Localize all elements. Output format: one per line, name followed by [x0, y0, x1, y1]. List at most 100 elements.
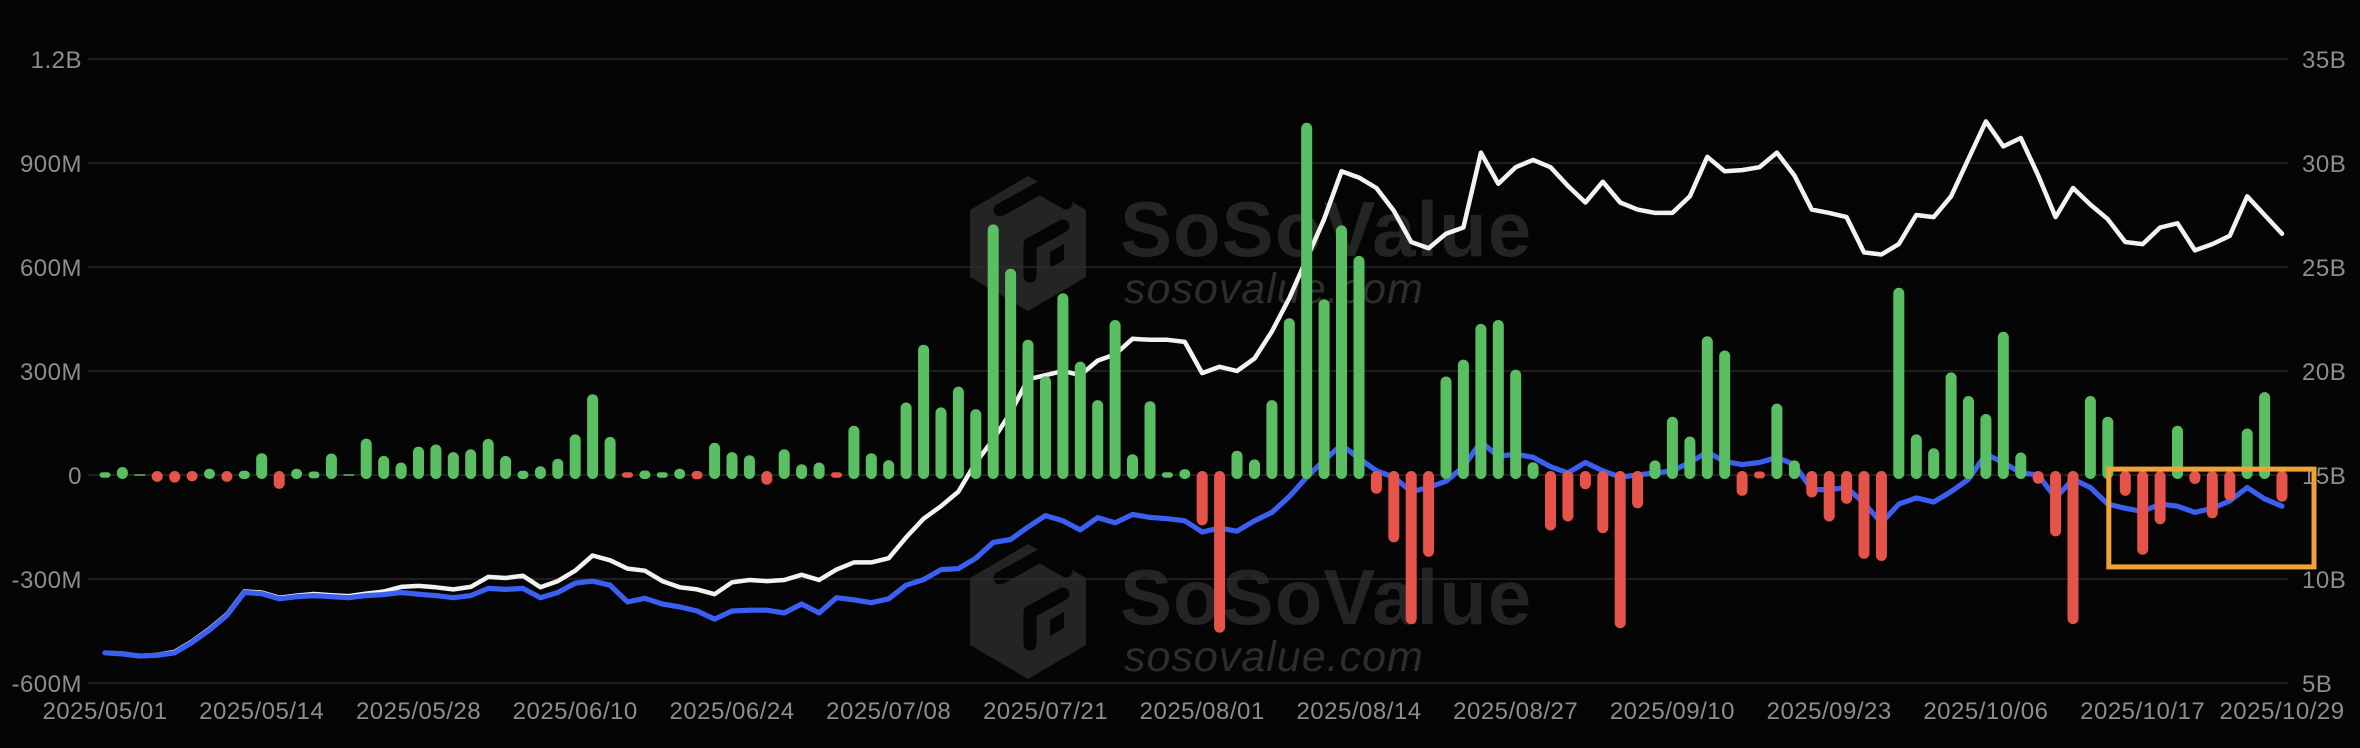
flow-bar[interactable]: [918, 344, 930, 479]
flow-bar[interactable]: [900, 402, 912, 480]
flow-bar[interactable]: [865, 453, 877, 479]
flow-bar[interactable]: [726, 452, 738, 479]
flow-bar[interactable]: [2050, 471, 2062, 537]
flow-bar[interactable]: [482, 438, 494, 479]
flow-bar[interactable]: [796, 464, 808, 479]
flow-bar[interactable]: [2276, 471, 2288, 502]
flow-bar[interactable]: [447, 452, 459, 479]
flow-bar[interactable]: [1092, 400, 1104, 479]
flow-bar[interactable]: [256, 453, 268, 479]
flow-bar[interactable]: [883, 460, 895, 479]
flow-bar[interactable]: [1893, 287, 1905, 479]
flow-bar[interactable]: [134, 474, 146, 476]
flow-bar[interactable]: [1806, 471, 1818, 498]
flow-bar[interactable]: [413, 446, 424, 479]
flow-bar[interactable]: [99, 472, 111, 478]
flow-bar[interactable]: [2206, 471, 2218, 519]
flow-bar[interactable]: [500, 455, 512, 479]
flow-bar[interactable]: [1301, 122, 1313, 480]
flow-bar[interactable]: [552, 458, 564, 479]
flow-bar[interactable]: [465, 449, 477, 479]
flow-bar[interactable]: [813, 462, 825, 480]
flow-bar[interactable]: [1161, 472, 1173, 478]
flow-bar[interactable]: [587, 394, 599, 479]
highlight-box[interactable]: [2106, 466, 2317, 570]
flow-bar[interactable]: [1109, 320, 1121, 479]
flow-bar[interactable]: [1440, 376, 1452, 480]
flow-bar[interactable]: [291, 468, 303, 479]
flow-bar[interactable]: [1144, 401, 1156, 479]
flow-bar[interactable]: [1231, 450, 1243, 479]
flow-bar[interactable]: [1980, 414, 1992, 479]
flow-bar[interactable]: [1405, 471, 1417, 625]
flow-bar[interactable]: [831, 472, 842, 478]
flow-bar[interactable]: [308, 471, 320, 479]
flow-bar[interactable]: [1928, 448, 1940, 479]
flow-bar[interactable]: [221, 471, 233, 482]
flow-bar[interactable]: [1597, 471, 1609, 534]
flow-bar[interactable]: [116, 467, 128, 479]
flow-bar[interactable]: [1736, 471, 1748, 496]
flow-bar[interactable]: [656, 472, 668, 478]
flow-bar[interactable]: [273, 471, 285, 489]
flow-bar[interactable]: [1336, 225, 1347, 479]
flow-bar[interactable]: [1318, 299, 1330, 479]
flow-bar[interactable]: [1527, 462, 1539, 479]
flow-bar[interactable]: [169, 471, 181, 483]
flow-bar[interactable]: [1649, 460, 1661, 479]
flow-bar[interactable]: [709, 442, 721, 479]
flow-bar[interactable]: [2189, 471, 2201, 484]
flow-bar[interactable]: [2224, 471, 2236, 501]
flow-bar[interactable]: [1562, 471, 1574, 522]
flow-bar[interactable]: [1945, 372, 1957, 479]
flow-bar[interactable]: [1858, 471, 1870, 559]
flow-bar[interactable]: [935, 407, 947, 479]
flow-bar[interactable]: [325, 453, 337, 480]
flow-bar[interactable]: [622, 472, 633, 478]
flow-bar[interactable]: [2119, 471, 2131, 496]
flow-bar[interactable]: [1370, 471, 1382, 494]
flow-bar[interactable]: [1127, 454, 1138, 479]
flow-bar[interactable]: [1666, 416, 1678, 479]
flow-bar[interactable]: [1841, 471, 1853, 504]
flow-bar[interactable]: [1875, 471, 1887, 561]
flow-bar[interactable]: [430, 444, 442, 480]
flow-bar[interactable]: [2084, 396, 2096, 479]
flow-bar[interactable]: [674, 468, 686, 479]
flow-bar[interactable]: [1266, 400, 1278, 479]
flow-bar[interactable]: [1214, 471, 1226, 633]
flow-bar[interactable]: [1022, 339, 1034, 479]
flow-bar[interactable]: [1788, 460, 1800, 479]
flow-bar[interactable]: [395, 462, 407, 480]
flow-bar[interactable]: [1684, 436, 1696, 480]
flow-bar[interactable]: [1005, 268, 1017, 479]
flow-bar[interactable]: [569, 434, 581, 479]
flow-bar[interactable]: [343, 474, 355, 476]
flow-bar[interactable]: [1719, 350, 1731, 480]
flow-bar[interactable]: [1910, 434, 1922, 479]
flow-bar[interactable]: [2067, 471, 2079, 625]
flow-bar[interactable]: [1579, 471, 1591, 490]
flow-bar[interactable]: [2154, 471, 2166, 525]
flow-bar[interactable]: [2172, 425, 2183, 479]
flow-bar[interactable]: [238, 470, 250, 479]
flow-bar[interactable]: [151, 471, 163, 482]
flow-bar[interactable]: [1632, 471, 1644, 509]
flow-bar[interactable]: [2241, 428, 2253, 480]
flow-bar[interactable]: [743, 455, 755, 479]
flow-bar[interactable]: [1545, 471, 1556, 531]
flow-bar[interactable]: [517, 470, 529, 479]
flow-bar[interactable]: [952, 386, 964, 479]
flow-bar[interactable]: [1353, 255, 1365, 479]
flow-bar[interactable]: [1963, 396, 1974, 479]
flow-bar[interactable]: [378, 455, 390, 479]
flow-bar[interactable]: [2259, 392, 2271, 479]
flow-bar[interactable]: [691, 471, 703, 480]
flow-bar[interactable]: [2015, 452, 2027, 480]
flow-bar[interactable]: [761, 471, 773, 485]
flow-bar[interactable]: [1283, 318, 1295, 479]
flow-bar[interactable]: [848, 425, 860, 479]
flow-bar[interactable]: [1997, 331, 2009, 479]
flow-bar[interactable]: [1754, 471, 1765, 479]
